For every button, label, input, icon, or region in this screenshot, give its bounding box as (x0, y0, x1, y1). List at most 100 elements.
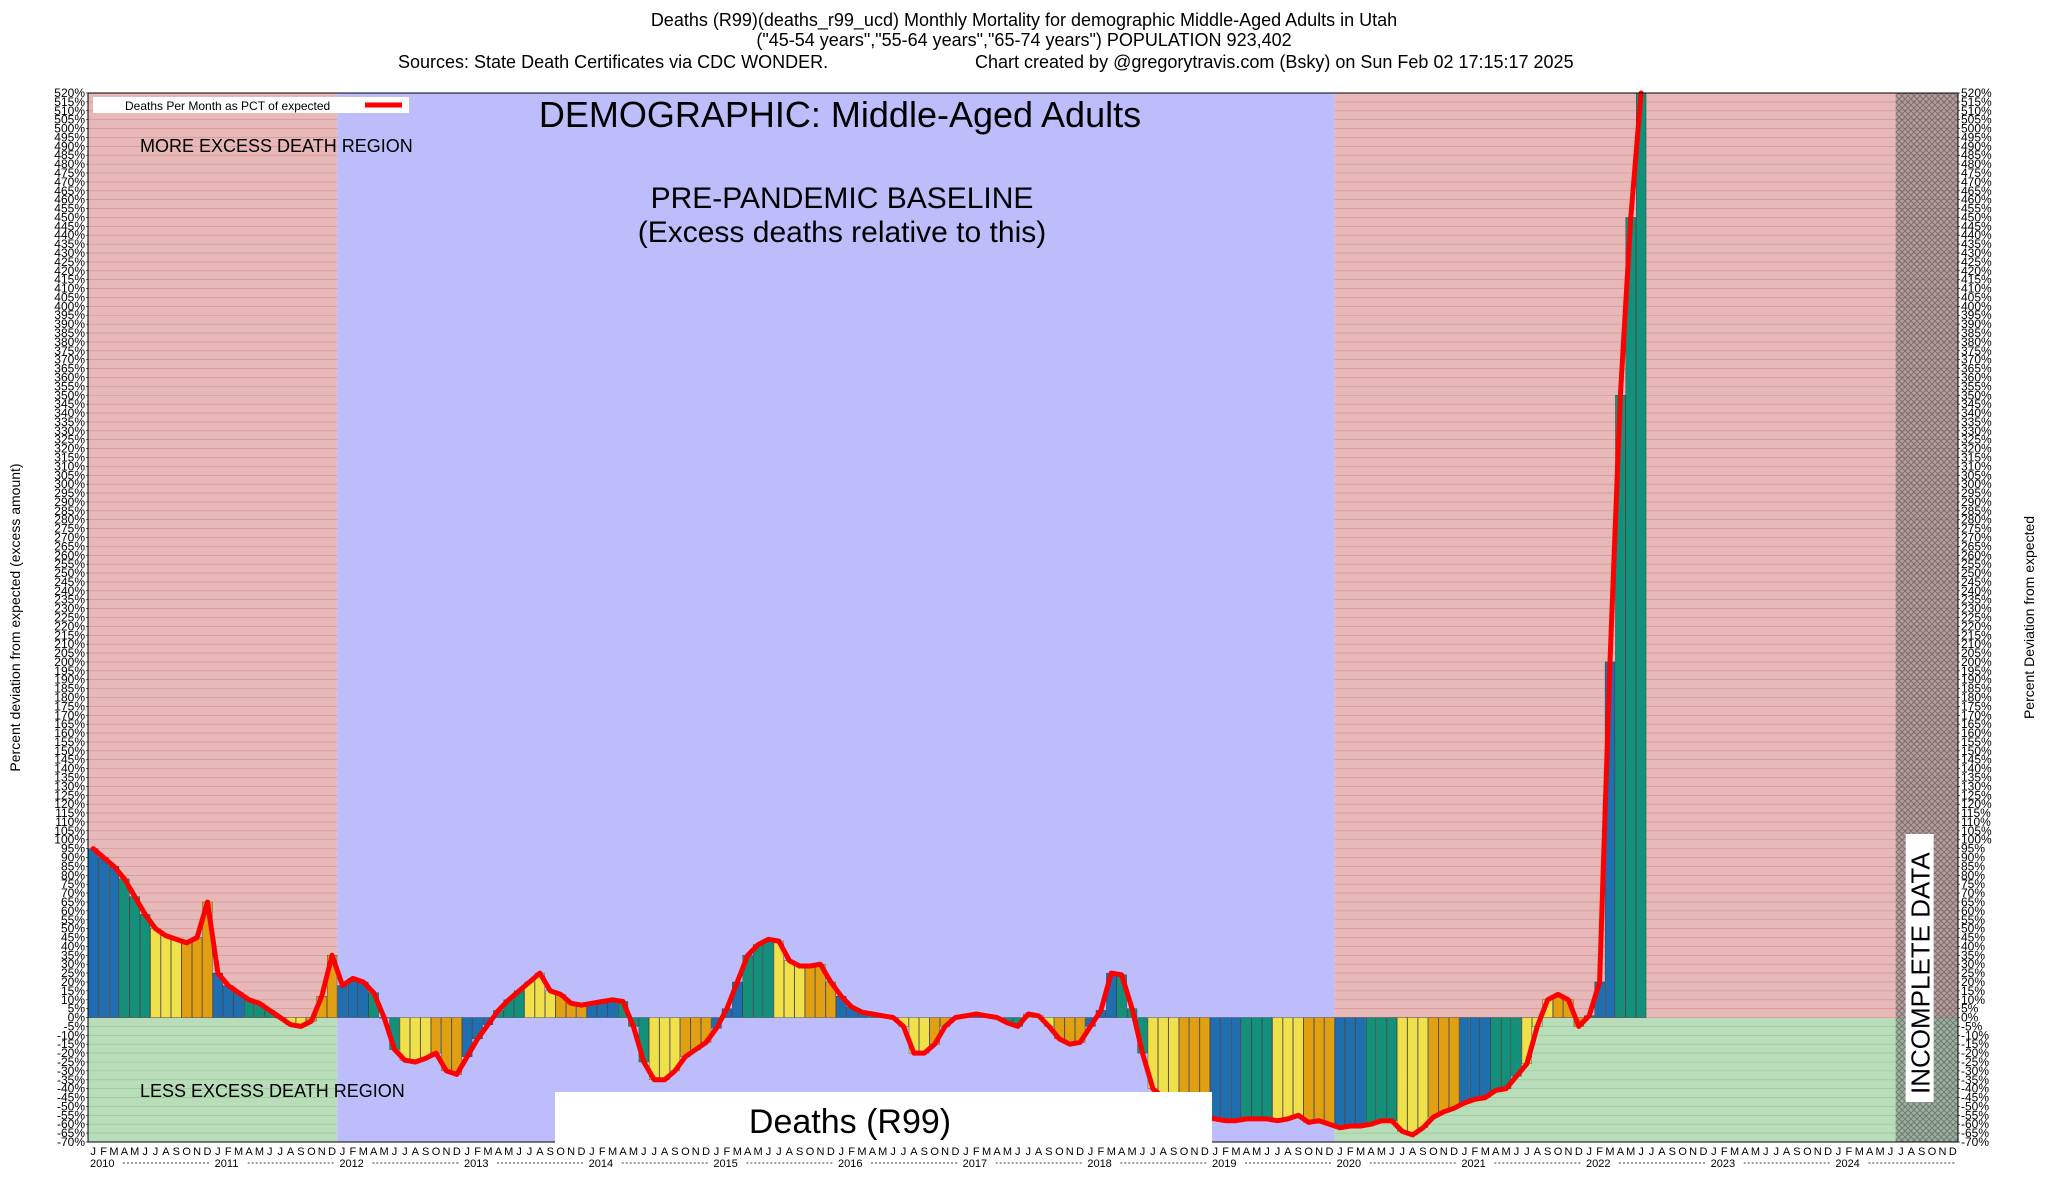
y-tick-label-right: -25% (1961, 1055, 1989, 1069)
x-month-label: A (245, 1146, 253, 1158)
x-month-label: J (651, 1146, 657, 1158)
y-tick-label-left: 165% (54, 717, 85, 731)
data-bar (545, 990, 556, 1018)
x-month-label: A (619, 1146, 627, 1158)
data-bar (1407, 1017, 1418, 1136)
x-month-label: D (1076, 1146, 1084, 1158)
year-label-bg (1335, 1157, 1370, 1170)
x-month-label: J (392, 1146, 398, 1158)
y-tick-label-right: 470% (1961, 175, 1992, 189)
y-tick-label-left: 515% (54, 95, 85, 109)
y-axis-title-right: Percent Deviation from expected (2021, 516, 2037, 719)
y-tick-label-right: 15% (1961, 984, 1985, 998)
y-tick-label-right: 30% (1961, 957, 1985, 971)
y-tick-label-left: 150% (54, 744, 85, 758)
y-tick-label-left: 250% (54, 566, 85, 580)
y-tick-label-right: 245% (1961, 575, 1992, 589)
x-month-label: M (1127, 1146, 1136, 1158)
y-tick-label-right: 315% (1961, 450, 1992, 464)
y-tick-label-left: 465% (54, 184, 85, 198)
y-tick-label-left: 115% (55, 806, 85, 820)
x-month-label: F (1596, 1146, 1603, 1158)
y-tick-label-right: 475% (1961, 166, 1992, 180)
x-month-label: F (724, 1146, 731, 1158)
y-tick-label-left: 360% (54, 370, 85, 384)
data-bar (1158, 1017, 1169, 1098)
x-month-label: J (838, 1146, 844, 1158)
x-year-label: 2013 (464, 1158, 488, 1170)
data-bar (98, 857, 109, 1018)
y-tick-label-right: 195% (1961, 664, 1992, 678)
x-month-label: M (1356, 1146, 1365, 1158)
x-month-label: O (1055, 1146, 1064, 1158)
y-tick-label-right: 110% (1961, 815, 1991, 829)
y-tick-label-left: 325% (54, 433, 85, 447)
y-tick-label-left: 245% (54, 575, 85, 589)
y-tick-label-left: 470% (54, 175, 85, 189)
x-month-label: S (671, 1146, 678, 1158)
x-month-label: M (878, 1146, 887, 1158)
year-label-bg (338, 1157, 373, 1170)
y-tick-label-left: 300% (54, 477, 85, 491)
y-tick-label-right: 440% (1961, 228, 1992, 242)
data-bar (1397, 1017, 1408, 1132)
data-bar (140, 914, 151, 1018)
y-tick-label-right: 265% (1961, 539, 1992, 553)
data-bar (150, 928, 161, 1018)
y-tick-label-left: 340% (54, 406, 85, 420)
y-tick-label-left: 330% (54, 424, 85, 438)
y-tick-label-left: 15% (61, 984, 85, 998)
y-tick-label-left: -10% (57, 1028, 85, 1042)
year-label-bg (463, 1157, 497, 1170)
y-tick-label-left: 375% (54, 344, 85, 358)
x-month-label: J (1264, 1146, 1270, 1158)
x-year-label: 2021 (1461, 1158, 1485, 1170)
data-bar (1459, 1017, 1470, 1104)
x-month-label: A (1534, 1146, 1542, 1158)
y-tick-label-left: 110% (55, 815, 85, 829)
data-bar (1241, 1017, 1252, 1120)
year-label-bg (961, 1157, 996, 1170)
data-bar (171, 939, 182, 1018)
x-month-label: A (1658, 1146, 1666, 1158)
x-month-label: N (1564, 1146, 1572, 1158)
x-month-label: D (1325, 1146, 1333, 1158)
y-tick-label-left: -60% (57, 1117, 85, 1131)
y-tick-label-right: 480% (1961, 157, 1992, 171)
x-month-label: J (1140, 1146, 1146, 1158)
data-bar (1251, 1017, 1262, 1120)
y-tick-label-left: 30% (61, 957, 85, 971)
data-bar (1480, 1017, 1491, 1098)
x-month-label: S (1918, 1146, 1925, 1158)
y-tick-label-right: 240% (1961, 584, 1992, 598)
incomplete-label-bg (1905, 834, 1934, 1102)
y-tick-label-left: 510% (54, 104, 85, 118)
y-tick-label-left: 435% (54, 237, 85, 251)
y-tick-label-left: 215% (54, 628, 85, 642)
x-month-label: O (1304, 1146, 1313, 1158)
x-month-label: A (1492, 1146, 1500, 1158)
x-month-label: A (869, 1146, 877, 1158)
x-month-label: J (1524, 1146, 1530, 1158)
data-bar (108, 866, 120, 1018)
y-tick-label-left: 85% (61, 859, 85, 873)
y-tick-label-right: 465% (1961, 184, 1992, 198)
x-month-label: M (1252, 1146, 1261, 1158)
y-tick-label-left: 425% (54, 255, 85, 269)
x-month-label: D (1824, 1146, 1832, 1158)
y-tick-label-left: 210% (54, 637, 85, 651)
x-month-label: F (225, 1146, 232, 1158)
x-month-label: M (1626, 1146, 1635, 1158)
y-tick-label-left: -45% (57, 1091, 85, 1105)
x-month-label: A (1035, 1146, 1043, 1158)
x-year-label: 2017 (963, 1158, 987, 1170)
chart-title-line1: Deaths (R99)(deaths_r99_ucd) Monthly Mor… (650, 10, 1398, 30)
x-month-label: J (1462, 1146, 1468, 1158)
x-month-label: O (681, 1146, 690, 1158)
y-tick-label-left: -25% (57, 1055, 85, 1069)
y-tick-label-right: 175% (1961, 699, 1992, 713)
x-month-label: J (1898, 1146, 1904, 1158)
x-month-label: D (827, 1146, 835, 1158)
y-tick-label-left: -30% (57, 1064, 85, 1078)
data-bar (181, 942, 192, 1018)
